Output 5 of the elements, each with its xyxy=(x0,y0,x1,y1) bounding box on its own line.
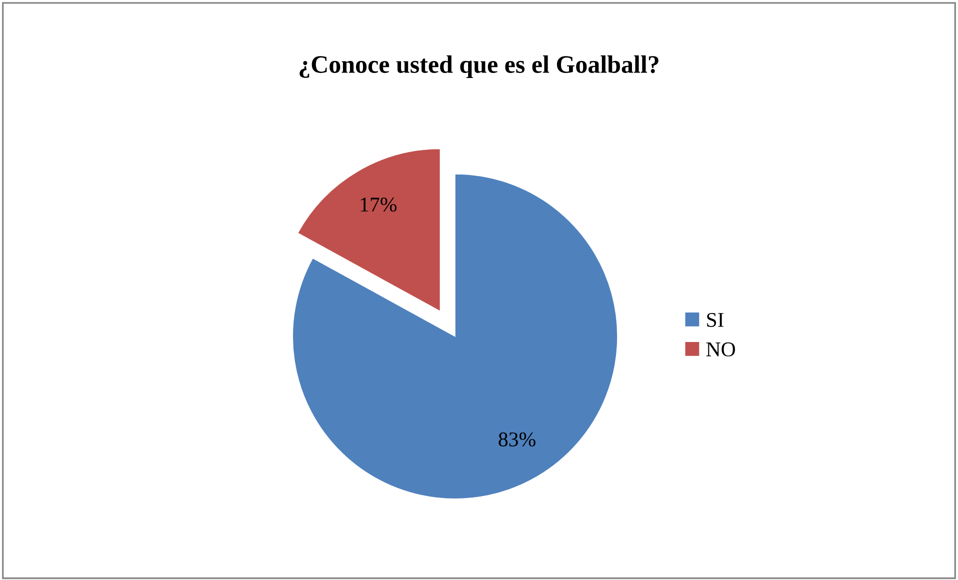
legend-label: NO xyxy=(706,342,735,356)
data-label: 17% xyxy=(360,198,397,212)
chart-title: ¿Conoce usted que es el Goalball? xyxy=(300,55,658,78)
data-label: 83% xyxy=(498,432,536,447)
legend-label: SI xyxy=(707,312,724,327)
